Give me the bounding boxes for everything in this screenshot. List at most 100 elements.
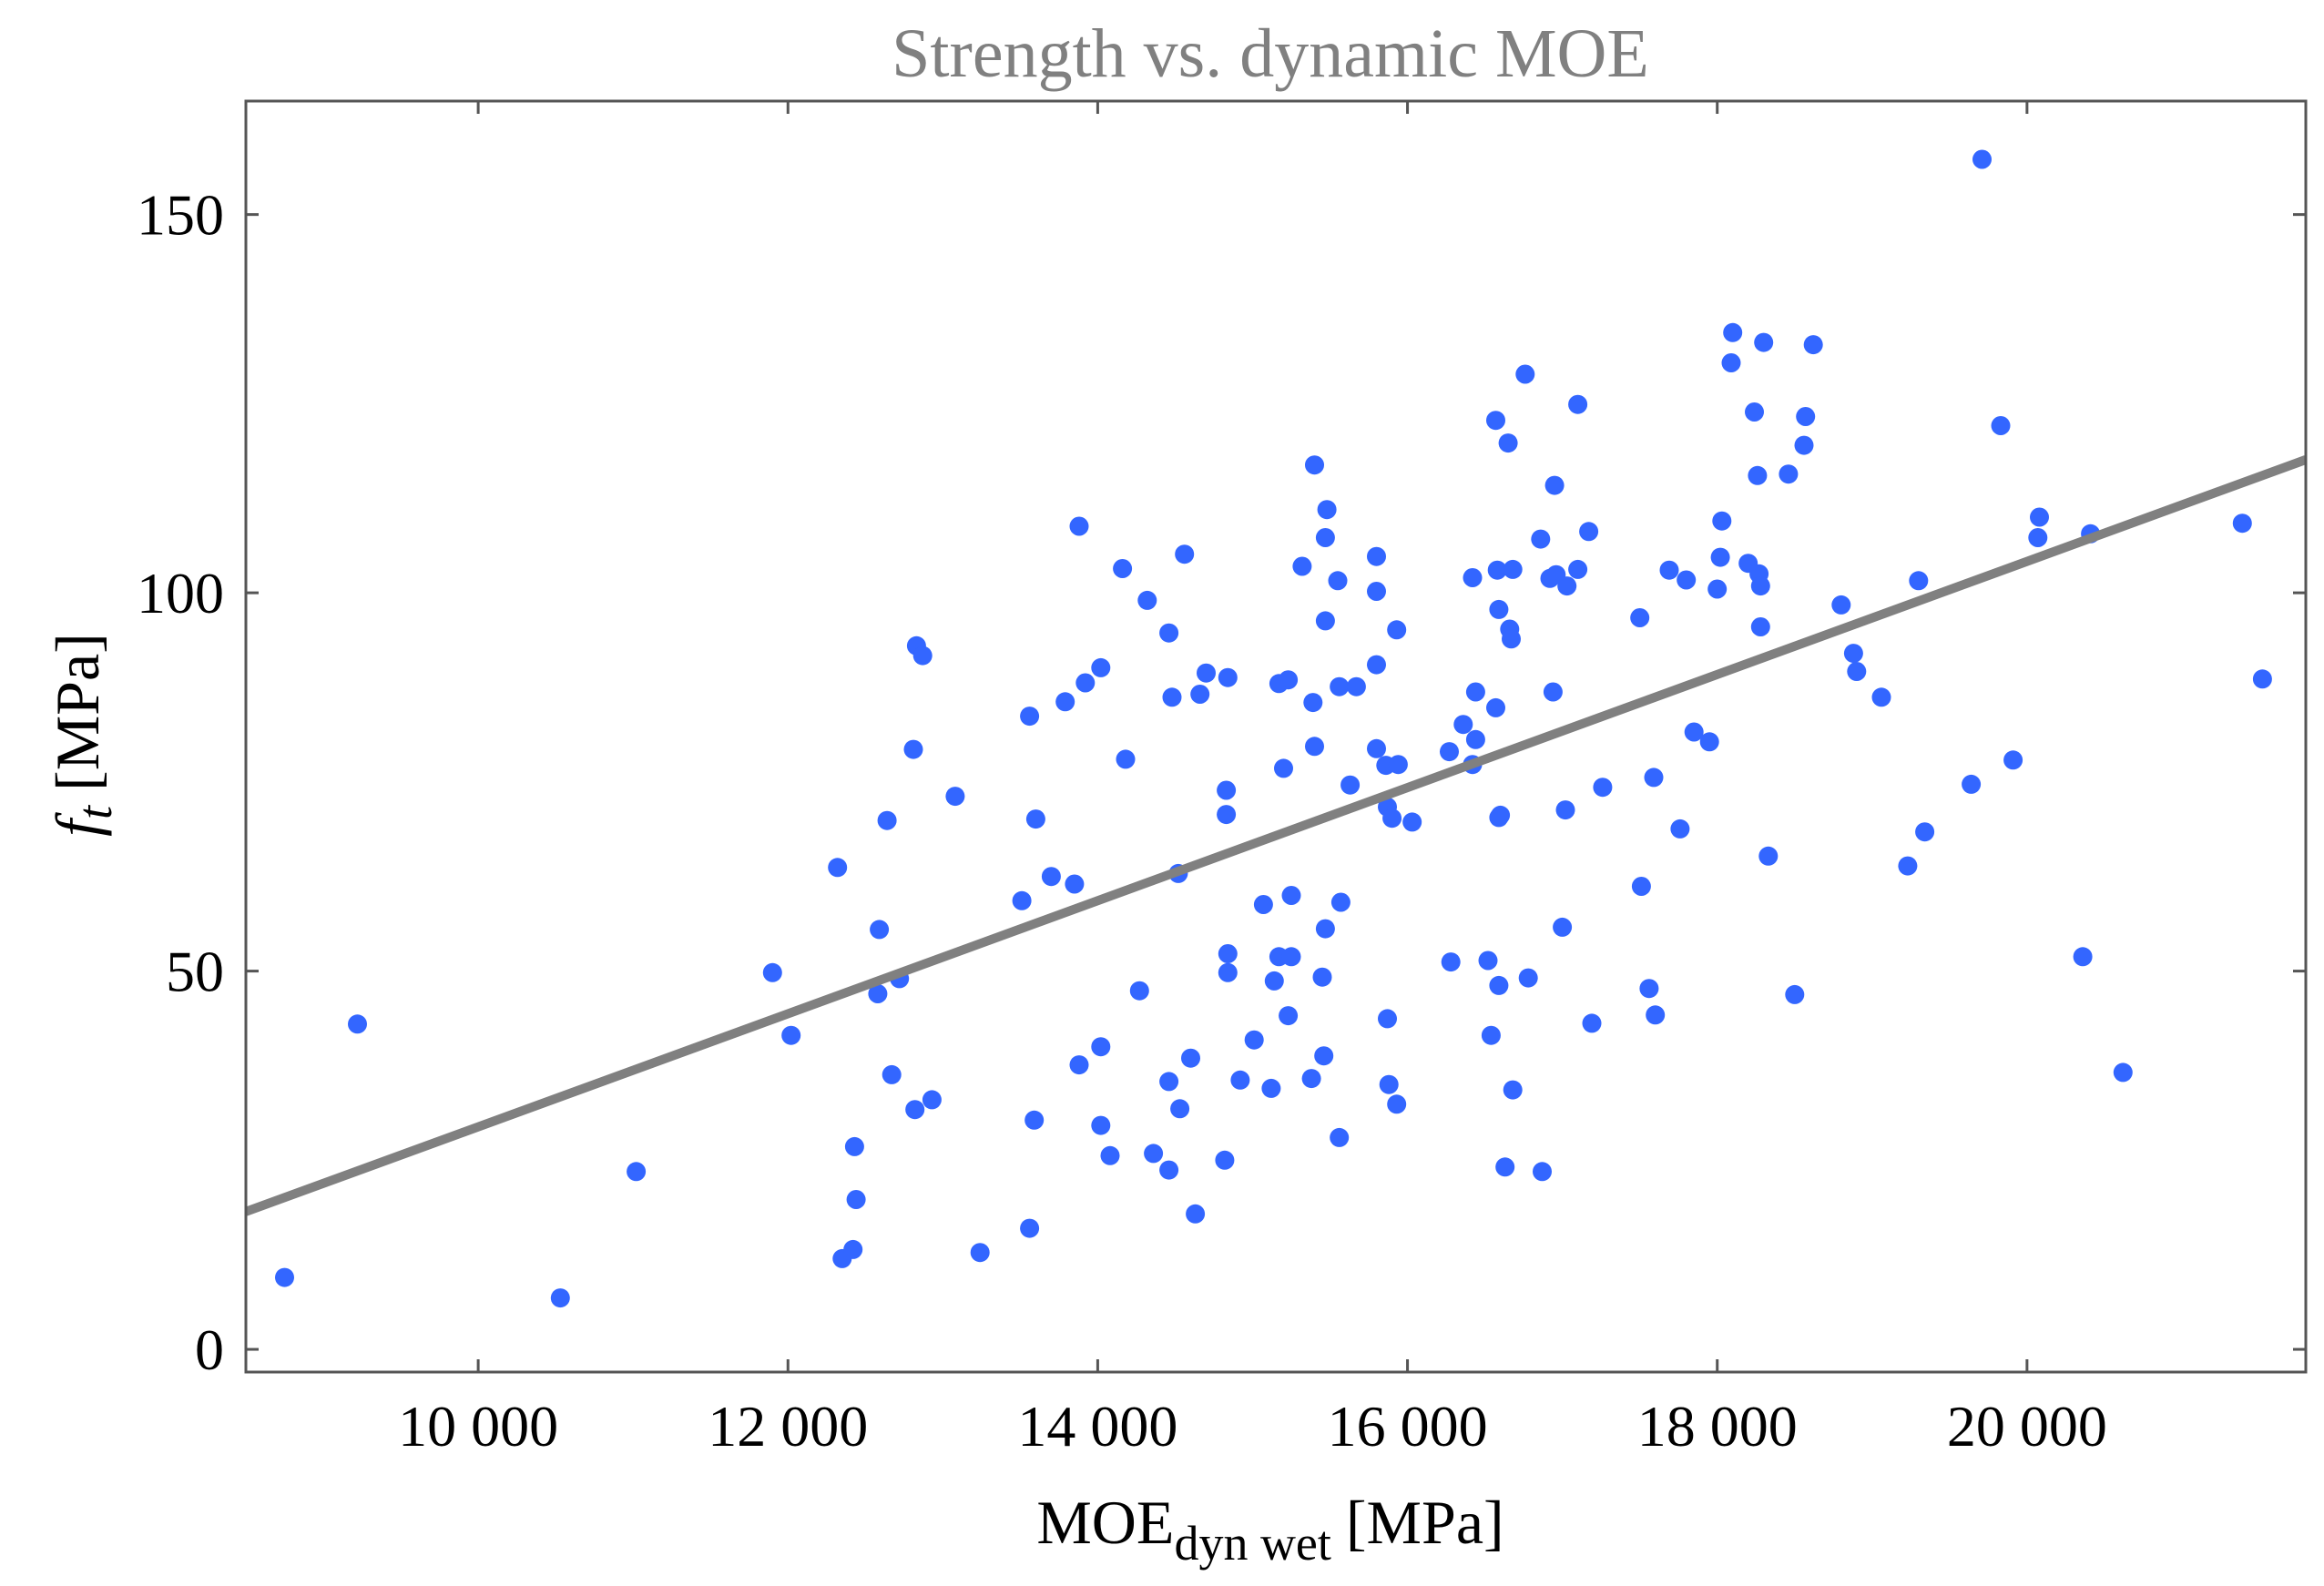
data-point: [1091, 1037, 1111, 1057]
data-point: [1244, 1030, 1264, 1050]
data-point: [1915, 822, 1935, 842]
data-point: [1218, 962, 1238, 982]
data-point: [1024, 1110, 1045, 1130]
data-point: [922, 1090, 942, 1110]
data-point: [1489, 975, 1509, 995]
data-point: [1279, 670, 1299, 690]
data-point: [1253, 895, 1273, 914]
data-point: [1710, 547, 1730, 567]
data-point: [1555, 800, 1575, 820]
data-point: [1315, 611, 1335, 631]
data-point: [1502, 629, 1521, 649]
data-point: [1593, 778, 1613, 798]
data-point: [1012, 890, 1032, 910]
data-point: [1478, 951, 1498, 971]
data-point: [1041, 867, 1061, 887]
data-point: [1486, 411, 1505, 431]
x-tick-label: 16 000: [1328, 1394, 1488, 1459]
y-tick-label: 50: [166, 940, 224, 1004]
x-axis-title-unit: [MPa]: [1346, 1488, 1504, 1557]
data-point: [1465, 682, 1485, 702]
data-point: [1646, 1005, 1666, 1025]
y-axis-title-subscript: t: [67, 804, 122, 819]
data-point: [1543, 682, 1563, 702]
data-point: [627, 1162, 647, 1182]
data-point: [1909, 571, 1929, 591]
y-tick-label: 150: [137, 183, 224, 248]
data-point: [1677, 570, 1697, 590]
data-point: [550, 1288, 570, 1308]
data-point: [1055, 692, 1075, 712]
data-point: [1503, 1080, 1523, 1100]
data-point: [1898, 856, 1918, 876]
x-tick-label: 14 000: [1017, 1394, 1177, 1459]
data-point: [1553, 917, 1573, 937]
x-axis-title: MOEdyn wet [MPa]: [1036, 1488, 1503, 1571]
data-point: [868, 984, 888, 1003]
data-point: [1162, 687, 1182, 707]
data-point: [1557, 576, 1577, 596]
data-point: [1712, 511, 1732, 531]
data-point: [1261, 1078, 1281, 1098]
data-point: [912, 646, 933, 666]
data-point: [1568, 559, 1588, 579]
data-point: [1754, 332, 1774, 352]
data-point: [1707, 579, 1728, 599]
data-point: [1785, 984, 1805, 1004]
data-point: [1281, 947, 1301, 967]
data-point: [1367, 738, 1386, 758]
data-point: [1440, 742, 1459, 762]
data-point: [1340, 775, 1361, 795]
data-point: [1190, 685, 1210, 704]
data-point: [1065, 874, 1085, 894]
data-point: [1020, 707, 1040, 727]
x-tick-label: 12 000: [708, 1394, 868, 1459]
data-point: [1312, 967, 1332, 987]
data-point: [1100, 1145, 1120, 1165]
data-point: [1315, 528, 1335, 547]
data-point: [1215, 1150, 1235, 1170]
data-point: [1230, 1070, 1250, 1090]
data-point: [1402, 812, 1422, 832]
x-tick-label: 10 000: [398, 1394, 558, 1459]
data-point: [1091, 657, 1111, 677]
data-point: [1723, 322, 1743, 342]
data-point: [1481, 1025, 1501, 1045]
data-point: [2003, 750, 2023, 770]
data-point: [1495, 1157, 1515, 1177]
data-point: [1847, 662, 1867, 681]
data-point: [1091, 1115, 1111, 1135]
data-point: [1330, 892, 1351, 912]
data-point: [1217, 805, 1237, 825]
data-point: [2232, 513, 2252, 534]
data-point: [781, 1025, 801, 1045]
x-axis-title-subscript: dyn wet: [1174, 1516, 1330, 1571]
data-point: [1831, 595, 1851, 615]
data-point: [1871, 687, 1891, 707]
data-point: [844, 1136, 864, 1156]
data-point: [1218, 944, 1238, 963]
data-point: [1292, 556, 1312, 576]
data-point: [1531, 529, 1551, 549]
data-point: [1367, 546, 1386, 566]
data-point: [1144, 1144, 1164, 1164]
data-point: [2113, 1062, 2133, 1083]
data-point: [1796, 407, 1816, 426]
data-point: [1175, 544, 1195, 564]
data-point: [1750, 576, 1770, 596]
data-point: [1750, 617, 1770, 636]
data-point: [1659, 560, 1679, 580]
data-point: [1382, 808, 1402, 829]
data-point: [1314, 1046, 1334, 1066]
data-point: [762, 962, 782, 982]
data-point: [1301, 1069, 1321, 1089]
data-point: [1503, 559, 1523, 579]
data-point: [1113, 559, 1133, 578]
data-point: [1568, 394, 1588, 414]
data-point: [1515, 364, 1535, 384]
data-point: [1279, 1006, 1299, 1026]
y-axis: 0 50 100 150: [137, 183, 2306, 1382]
y-tick-label: 0: [195, 1317, 224, 1382]
data-point: [1544, 475, 1565, 495]
data-point: [1699, 732, 1719, 752]
